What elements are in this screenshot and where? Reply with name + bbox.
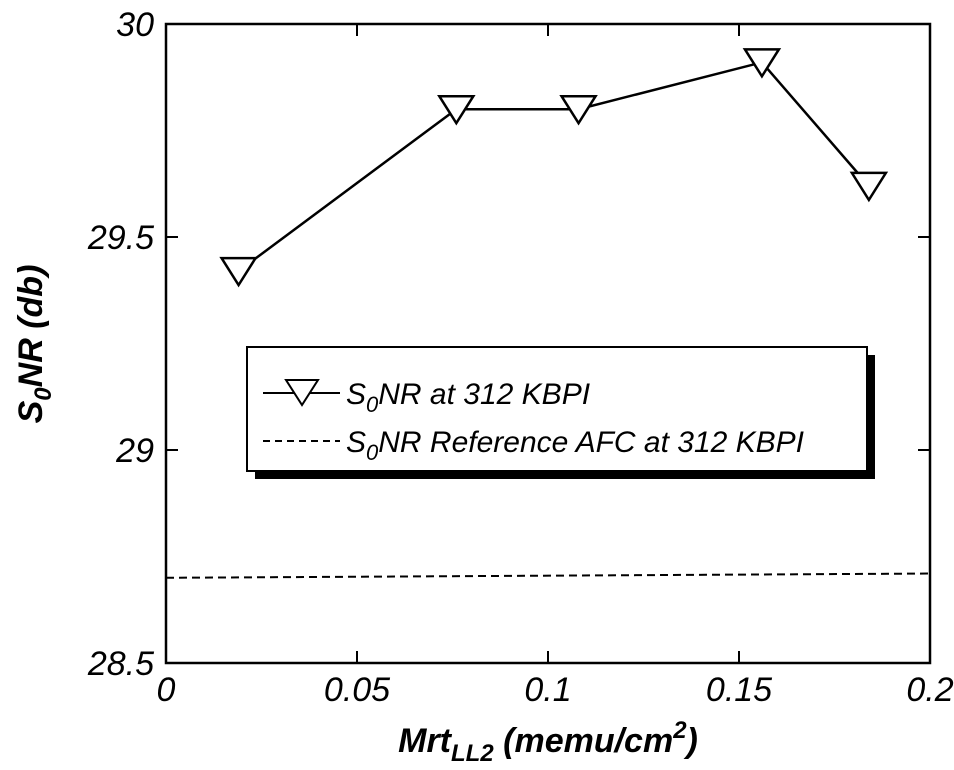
series-reference-afc-line (165, 572, 931, 579)
legend-label-series-2: S0NR Reference AFC at 312 KBPI (346, 426, 804, 465)
series-sonr-line (237, 60, 870, 273)
data-point-marker (219, 256, 258, 288)
axis-tick-labels: 0 0.05 0.1 0.15 0.2 28.5 29 29.5 30 (87, 6, 954, 709)
plot-area-frame (164, 22, 932, 665)
x-tick-label: 0.1 (524, 671, 571, 709)
x-axis-title: MrtLL2 (memu/cm2) (398, 717, 698, 767)
x-tick-label: 0 (157, 671, 176, 709)
data-point-marker (849, 171, 889, 203)
legend-marker-down-triangle (284, 379, 320, 407)
y-tick-label: 28.5 (87, 645, 154, 683)
y-tick-label: 30 (116, 6, 154, 44)
x-tick-label: 0.15 (706, 671, 772, 709)
legend-label-series-1: S0NR at 312 KBPI (346, 378, 590, 417)
x-tick-label: 0.05 (324, 671, 390, 709)
data-point-marker (742, 48, 782, 79)
data-point-marker (559, 94, 598, 126)
y-axis-title: S0NR (db) (12, 265, 57, 424)
data-point-marker (437, 94, 476, 126)
x-tick-label: 0.2 (906, 671, 953, 709)
legend-box (246, 346, 868, 472)
axis-ticks (165, 23, 931, 664)
legend: S0NR at 312 KBPI S0NR Reference AFC at 3… (246, 346, 875, 479)
y-tick-label: 29 (115, 432, 154, 470)
series-layer (165, 48, 931, 579)
y-tick-label: 29.5 (87, 219, 154, 257)
